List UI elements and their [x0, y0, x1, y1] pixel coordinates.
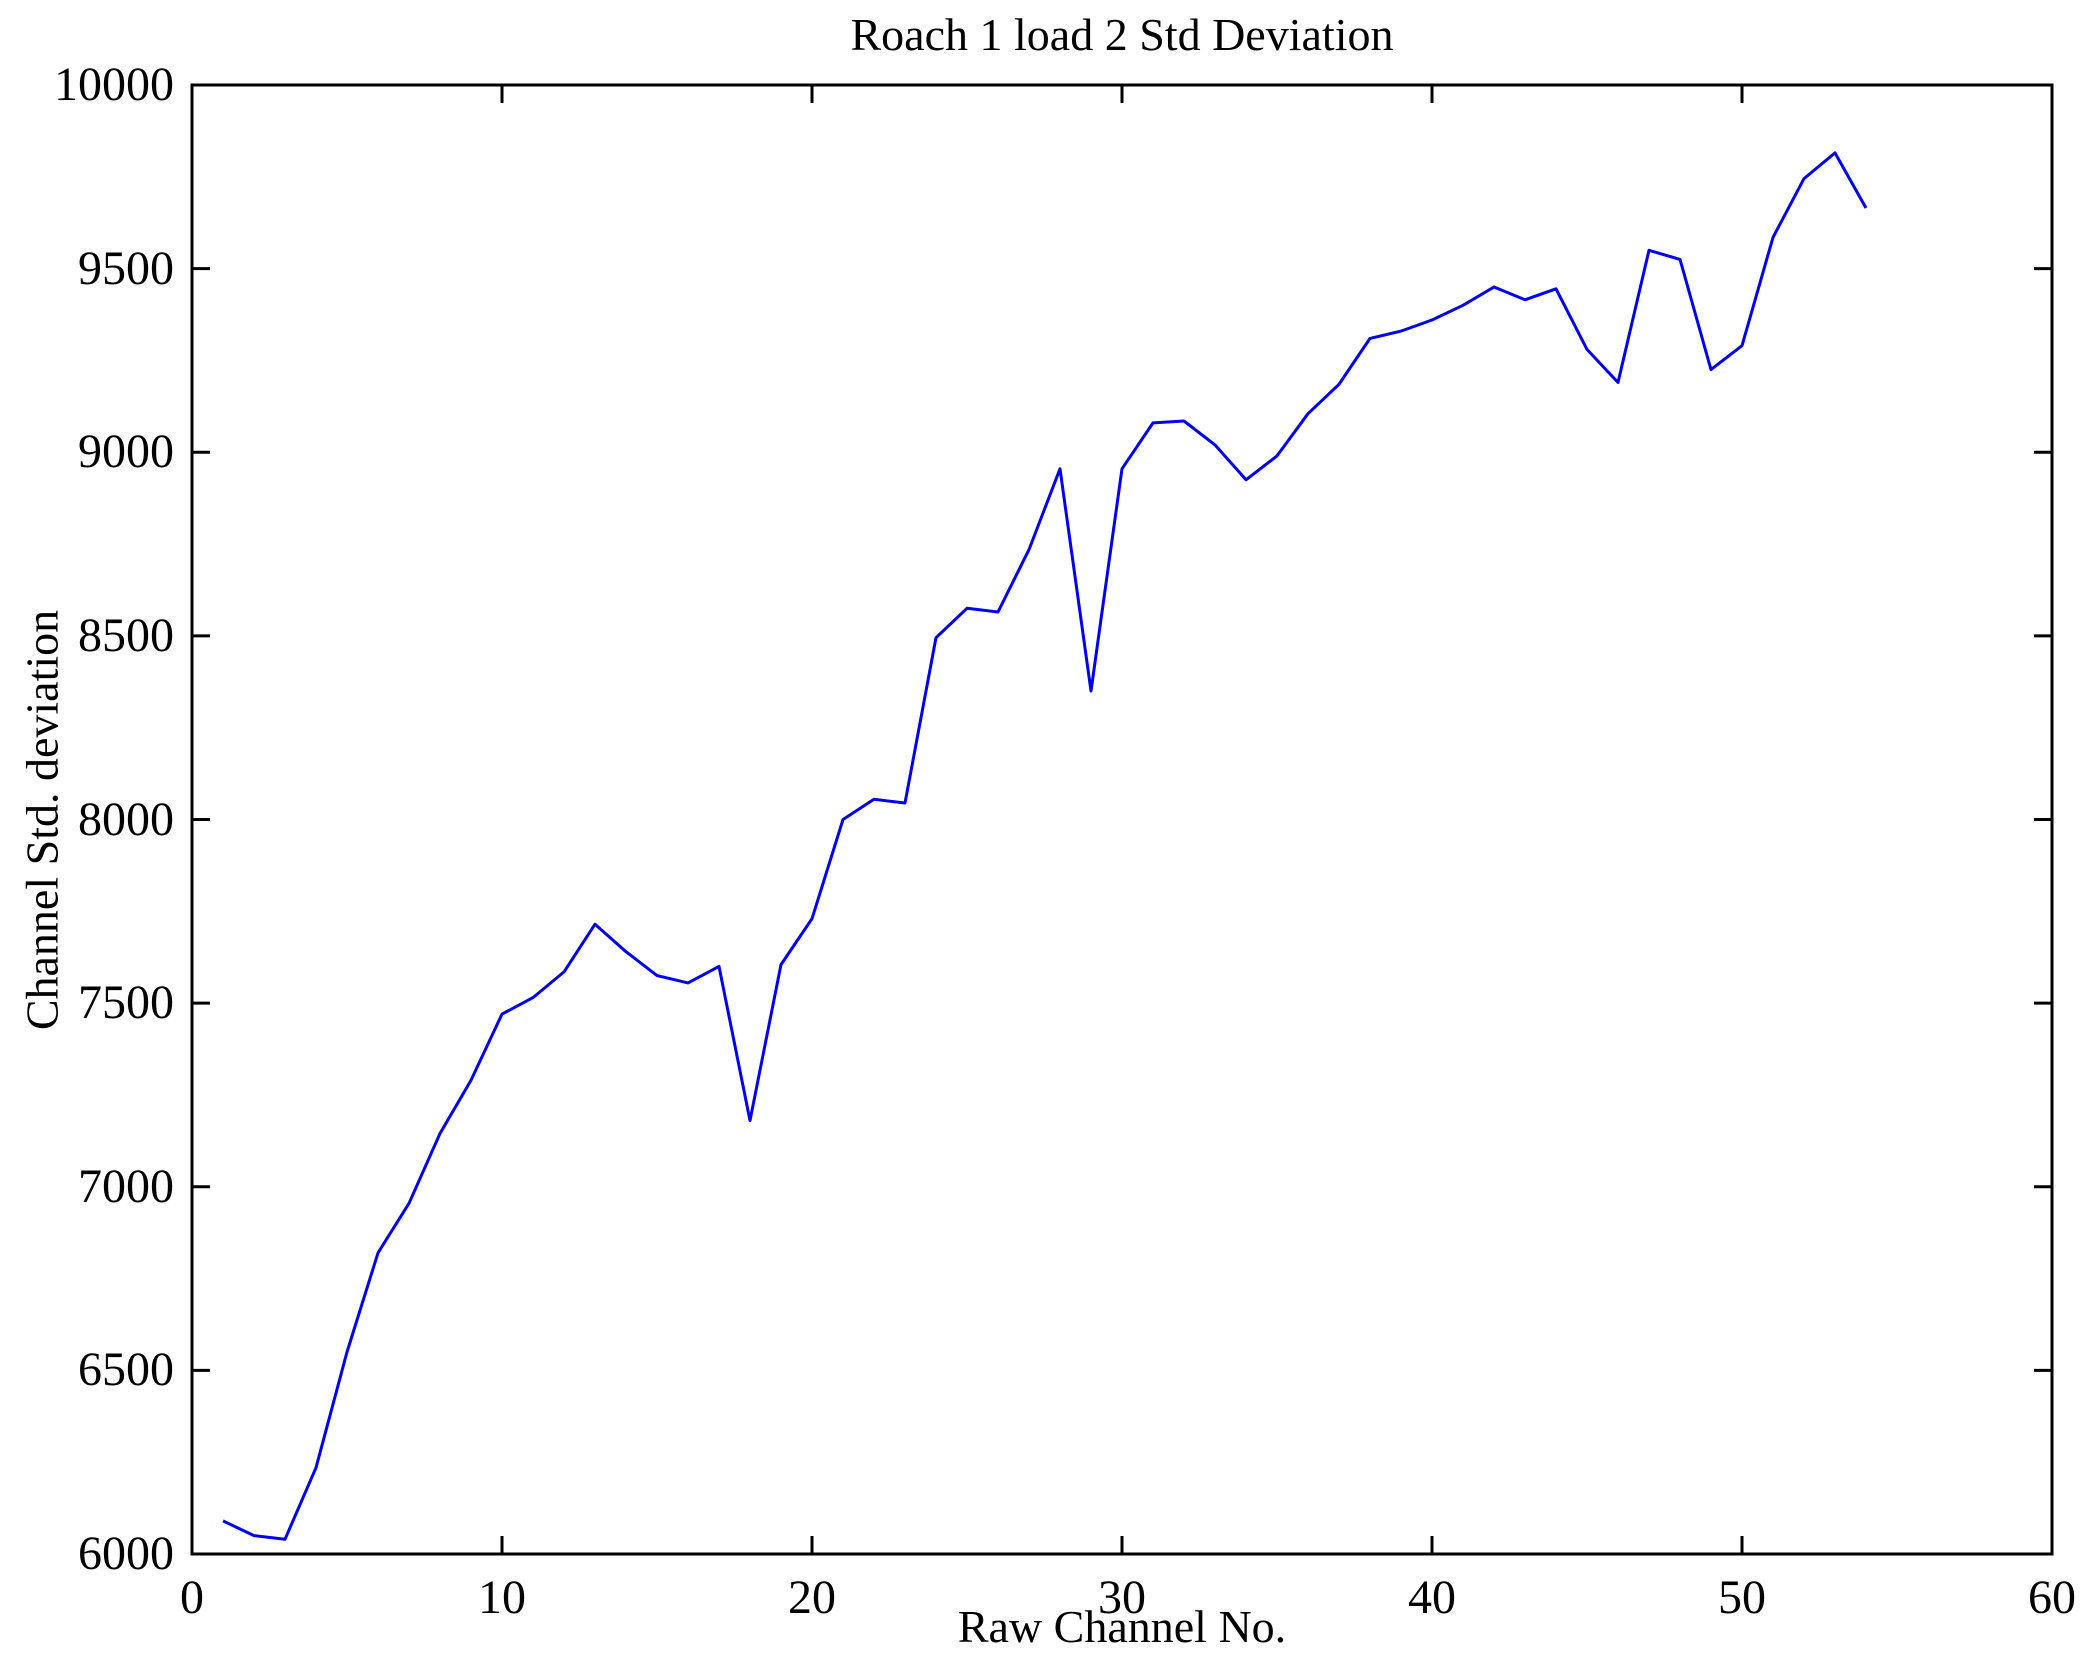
x-tick-label: 50	[1718, 1571, 1766, 1624]
chart-title: Roach 1 load 2 Std Deviation	[850, 9, 1394, 60]
y-tick-label: 7000	[78, 1159, 174, 1213]
x-tick-label: 0	[180, 1571, 204, 1624]
y-tick-label: 8000	[78, 792, 174, 846]
tick-marks	[190, 83, 2054, 1556]
x-tick-label: 10	[478, 1571, 526, 1624]
y-tick-label: 6500	[78, 1343, 174, 1397]
x-tick-label: 40	[1408, 1571, 1456, 1624]
y-tick-label: 9500	[78, 241, 174, 295]
x-tick-label: 30	[1098, 1571, 1146, 1624]
y-tick-label: 10000	[54, 58, 174, 111]
x-tick-label: 20	[788, 1571, 836, 1624]
data-line	[222, 151, 1868, 1541]
y-tick-label: 8500	[78, 608, 174, 662]
y-tick-label: 6000	[78, 1527, 174, 1580]
y-tick-label: 9000	[78, 425, 174, 479]
y-tick-label: 7500	[78, 976, 174, 1030]
x-axis-label: Raw Channel No.	[957, 1601, 1287, 1652]
x-tick-label: 60	[2028, 1571, 2076, 1624]
axis-box	[190, 83, 2054, 1556]
plot-area	[190, 83, 2054, 1556]
